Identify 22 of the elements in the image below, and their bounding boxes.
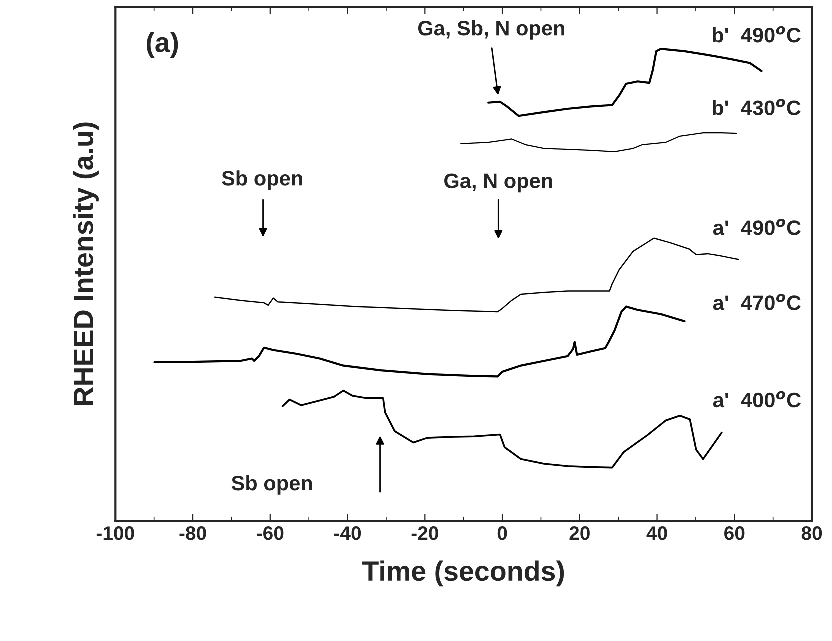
y-axis-title: RHEED Intensity (a.u)	[73, 122, 99, 405]
x-axis-title: Time (seconds)	[362, 560, 564, 587]
x-tick-label: 0	[498, 526, 508, 540]
x-tick-label: -100	[96, 526, 134, 540]
x-tick-label: -20	[412, 526, 438, 540]
annotation: Sb open	[232, 475, 312, 495]
x-tick-label: 20	[570, 526, 590, 540]
series-label: a' 490$^{o}$C	[713, 219, 801, 236]
x-tick-label: -60	[257, 526, 284, 540]
x-tick-label: -40	[334, 526, 362, 540]
series-label: a' 400$^{o}$C	[713, 391, 801, 408]
annotation: Ga, N open	[444, 174, 552, 193]
x-tick-label: 60	[724, 526, 745, 540]
series-label: a' 470$^{o}$C	[713, 294, 801, 310]
series-label: b' 490$^{o}$C	[712, 26, 801, 43]
x-tick-label: -80	[180, 526, 206, 540]
annotation: (a)	[146, 32, 178, 58]
x-tick-label: 40	[646, 526, 668, 540]
x-tick-label: 80	[802, 526, 822, 540]
annotation: Ga, Sb, N open	[418, 20, 564, 40]
series-label: b' 430$^{o}$C	[712, 99, 801, 116]
annotation: Sb open	[222, 170, 302, 190]
